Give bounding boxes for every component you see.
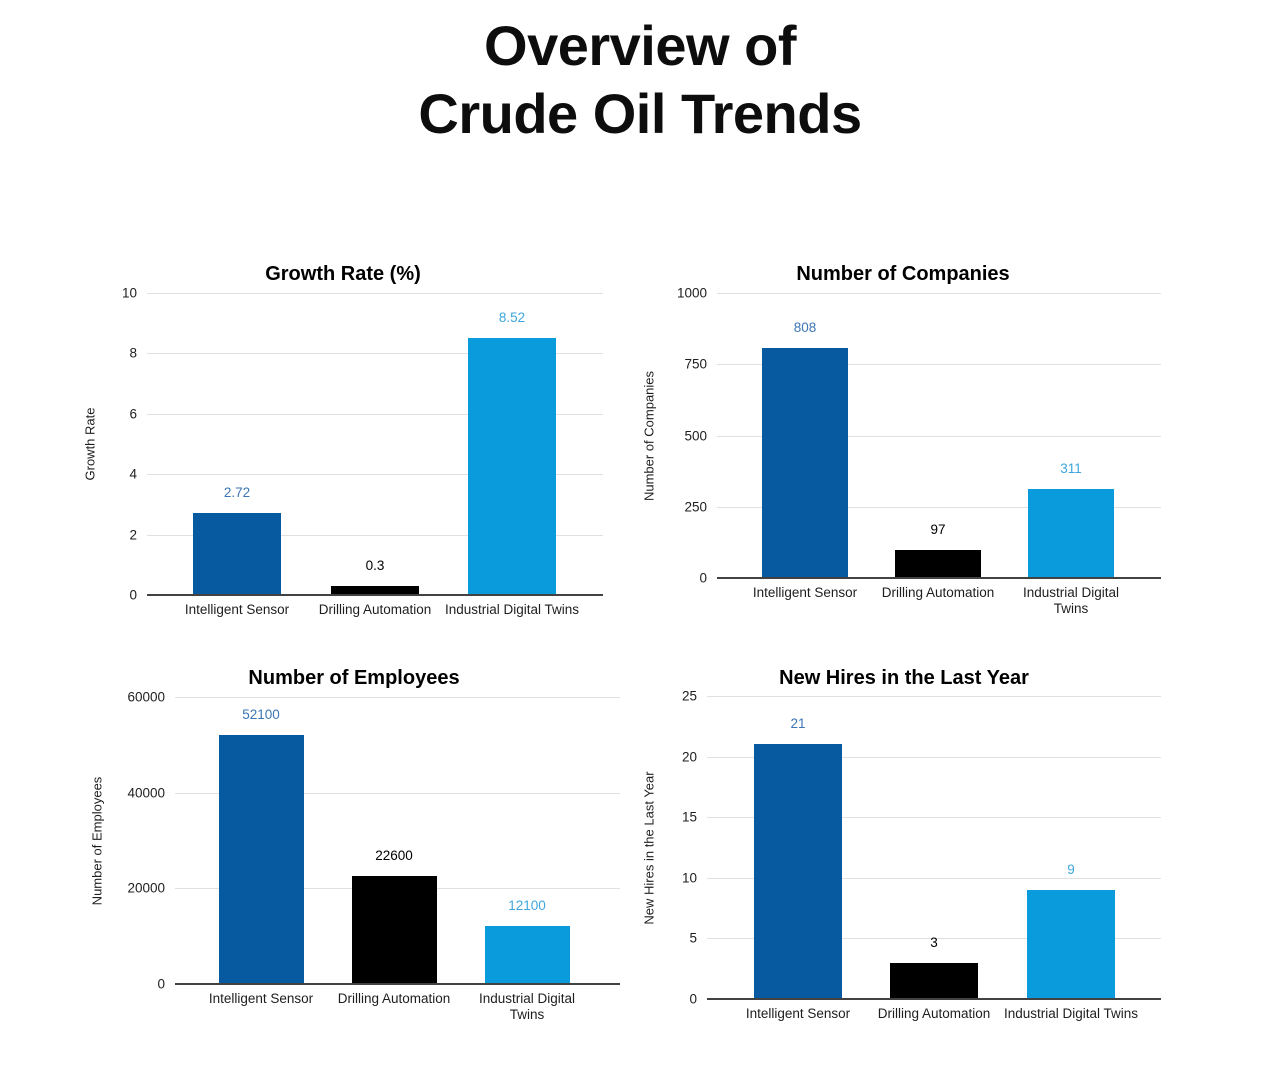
gridline [707, 938, 1161, 940]
bar-industrial-digital-twins [468, 337, 556, 595]
chart-title: Number of Companies [796, 262, 1010, 285]
y-tick-label: 0 [129, 587, 137, 603]
bar-drilling-automation [351, 875, 437, 984]
y-tick-label: 6 [129, 406, 137, 422]
y-tick-label: 20000 [127, 880, 165, 896]
y-tick-label: 10 [681, 870, 697, 886]
x-axis-label: Industrial Digital Twins [1022, 585, 1120, 616]
gridline [147, 534, 603, 536]
chart-title: New Hires in the Last Year [779, 666, 1029, 689]
gridline [707, 756, 1161, 758]
y-tick-label: 10 [121, 285, 137, 301]
x-axis-line [147, 594, 603, 596]
x-axis-label: Intelligent Sensor [745, 1006, 851, 1021]
gridline [707, 817, 1161, 819]
x-axis-label: Drilling Automation [877, 1006, 991, 1021]
bar-value-label: 22600 [375, 847, 413, 863]
gridline [707, 696, 1161, 697]
bar-value-label: 97 [930, 522, 946, 538]
bar-intelligent-sensor [754, 744, 842, 999]
y-axis-title: Growth Rate [82, 407, 98, 481]
x-axis-label: Drilling Automation [881, 585, 995, 600]
page-title-line-2: Crude Oil Trends [418, 82, 862, 145]
gridline [717, 293, 1161, 294]
x-axis-line [717, 577, 1161, 579]
y-axis-title: Number of Employees [89, 776, 105, 906]
x-axis-label: Intelligent Sensor [184, 602, 290, 617]
bar-value-label: 52100 [242, 706, 280, 722]
y-tick-label: 4 [129, 466, 137, 482]
x-axis-label: Intelligent Sensor [208, 991, 314, 1006]
x-axis-label: Industrial Digital Twins [478, 991, 576, 1022]
bar-drilling-automation [331, 585, 419, 595]
chart-title: Growth Rate (%) [265, 262, 421, 285]
gridline [175, 697, 620, 698]
y-tick-label: 25 [681, 688, 697, 704]
plot-area: 0 5 10 15 20 25 21 Intelligent Sensor 3 Drilling … [682, 689, 1161, 1021]
bar-drilling-automation [890, 962, 978, 999]
y-tick-label: 40000 [127, 785, 165, 801]
gridline [717, 506, 1161, 508]
page-title-line-1: Overview of [484, 14, 796, 77]
gridline [147, 293, 603, 294]
gridline [707, 877, 1161, 879]
bar-industrial-digital-twins [1027, 889, 1115, 999]
y-tick-label: 750 [684, 356, 707, 372]
bar-industrial-digital-twins [1028, 489, 1114, 578]
y-tick-label: 500 [684, 428, 707, 443]
gridline [717, 364, 1161, 366]
y-tick-label: 2 [129, 527, 137, 543]
x-axis-line [175, 983, 620, 985]
x-axis-label: Intelligent Sensor [752, 585, 858, 600]
bar-value-label: 0.3 [365, 557, 385, 573]
bar-value-label: 8.52 [498, 309, 526, 325]
bar-intelligent-sensor [762, 347, 848, 578]
bar-intelligent-sensor [193, 512, 281, 595]
plot-area: 0 20000 40000 60000 52100 Intelligent Sensor 2… [127, 690, 620, 1022]
x-axis-label: Industrial Digital Twins [1003, 1006, 1139, 1021]
gridline [175, 792, 620, 794]
x-axis-label: Drilling Automation [318, 602, 432, 617]
y-tick-label: 1000 [676, 285, 707, 301]
bar-value-label: 3 [930, 934, 938, 950]
y-tick-label: 20 [681, 749, 697, 765]
y-tick-label: 60000 [127, 689, 165, 705]
x-axis-label: Drilling Automation [337, 991, 451, 1006]
bar-value-label: 2.72 [223, 484, 251, 500]
gridline [147, 413, 603, 415]
y-tick-label: 15 [681, 809, 697, 825]
bar-industrial-digital-twins [484, 926, 570, 984]
bar-drilling-automation [895, 550, 981, 578]
bar-value-label: 311 [1060, 461, 1082, 477]
y-tick-label: 0 [699, 570, 707, 586]
y-tick-label: 0 [689, 991, 697, 1007]
x-axis-label: Industrial Digital Twins [444, 602, 580, 617]
page-title: Overview of Crude Oil Trends [0, 12, 1280, 148]
y-tick-label: 8 [129, 345, 137, 361]
x-axis-line [707, 998, 1161, 1000]
y-tick-label: 5 [689, 930, 697, 946]
gridline [147, 353, 603, 355]
plot-area: 0 250 500 750 1000 808 Intelligent Sensor 97 Dri… [677, 286, 1161, 616]
y-tick-label: 250 [684, 499, 707, 515]
bar-intelligent-sensor [218, 734, 304, 984]
chart-title: Number of Employees [248, 666, 460, 689]
plot-area: 0 2 4 6 8 10 2.72 Intelligent Sensor 0.3 Drilling… [122, 286, 603, 617]
y-axis-title: Number of Companies [641, 370, 657, 502]
gridline [717, 435, 1161, 437]
bar-value-label: 9 [1067, 861, 1075, 877]
bar-value-label: 21 [790, 716, 806, 732]
y-tick-label: 0 [157, 976, 165, 992]
gridline [147, 474, 603, 476]
bar-value-label: 12100 [508, 898, 546, 914]
y-axis-title: New Hires in the Last Year [641, 771, 657, 925]
bar-value-label: 808 [793, 319, 817, 335]
